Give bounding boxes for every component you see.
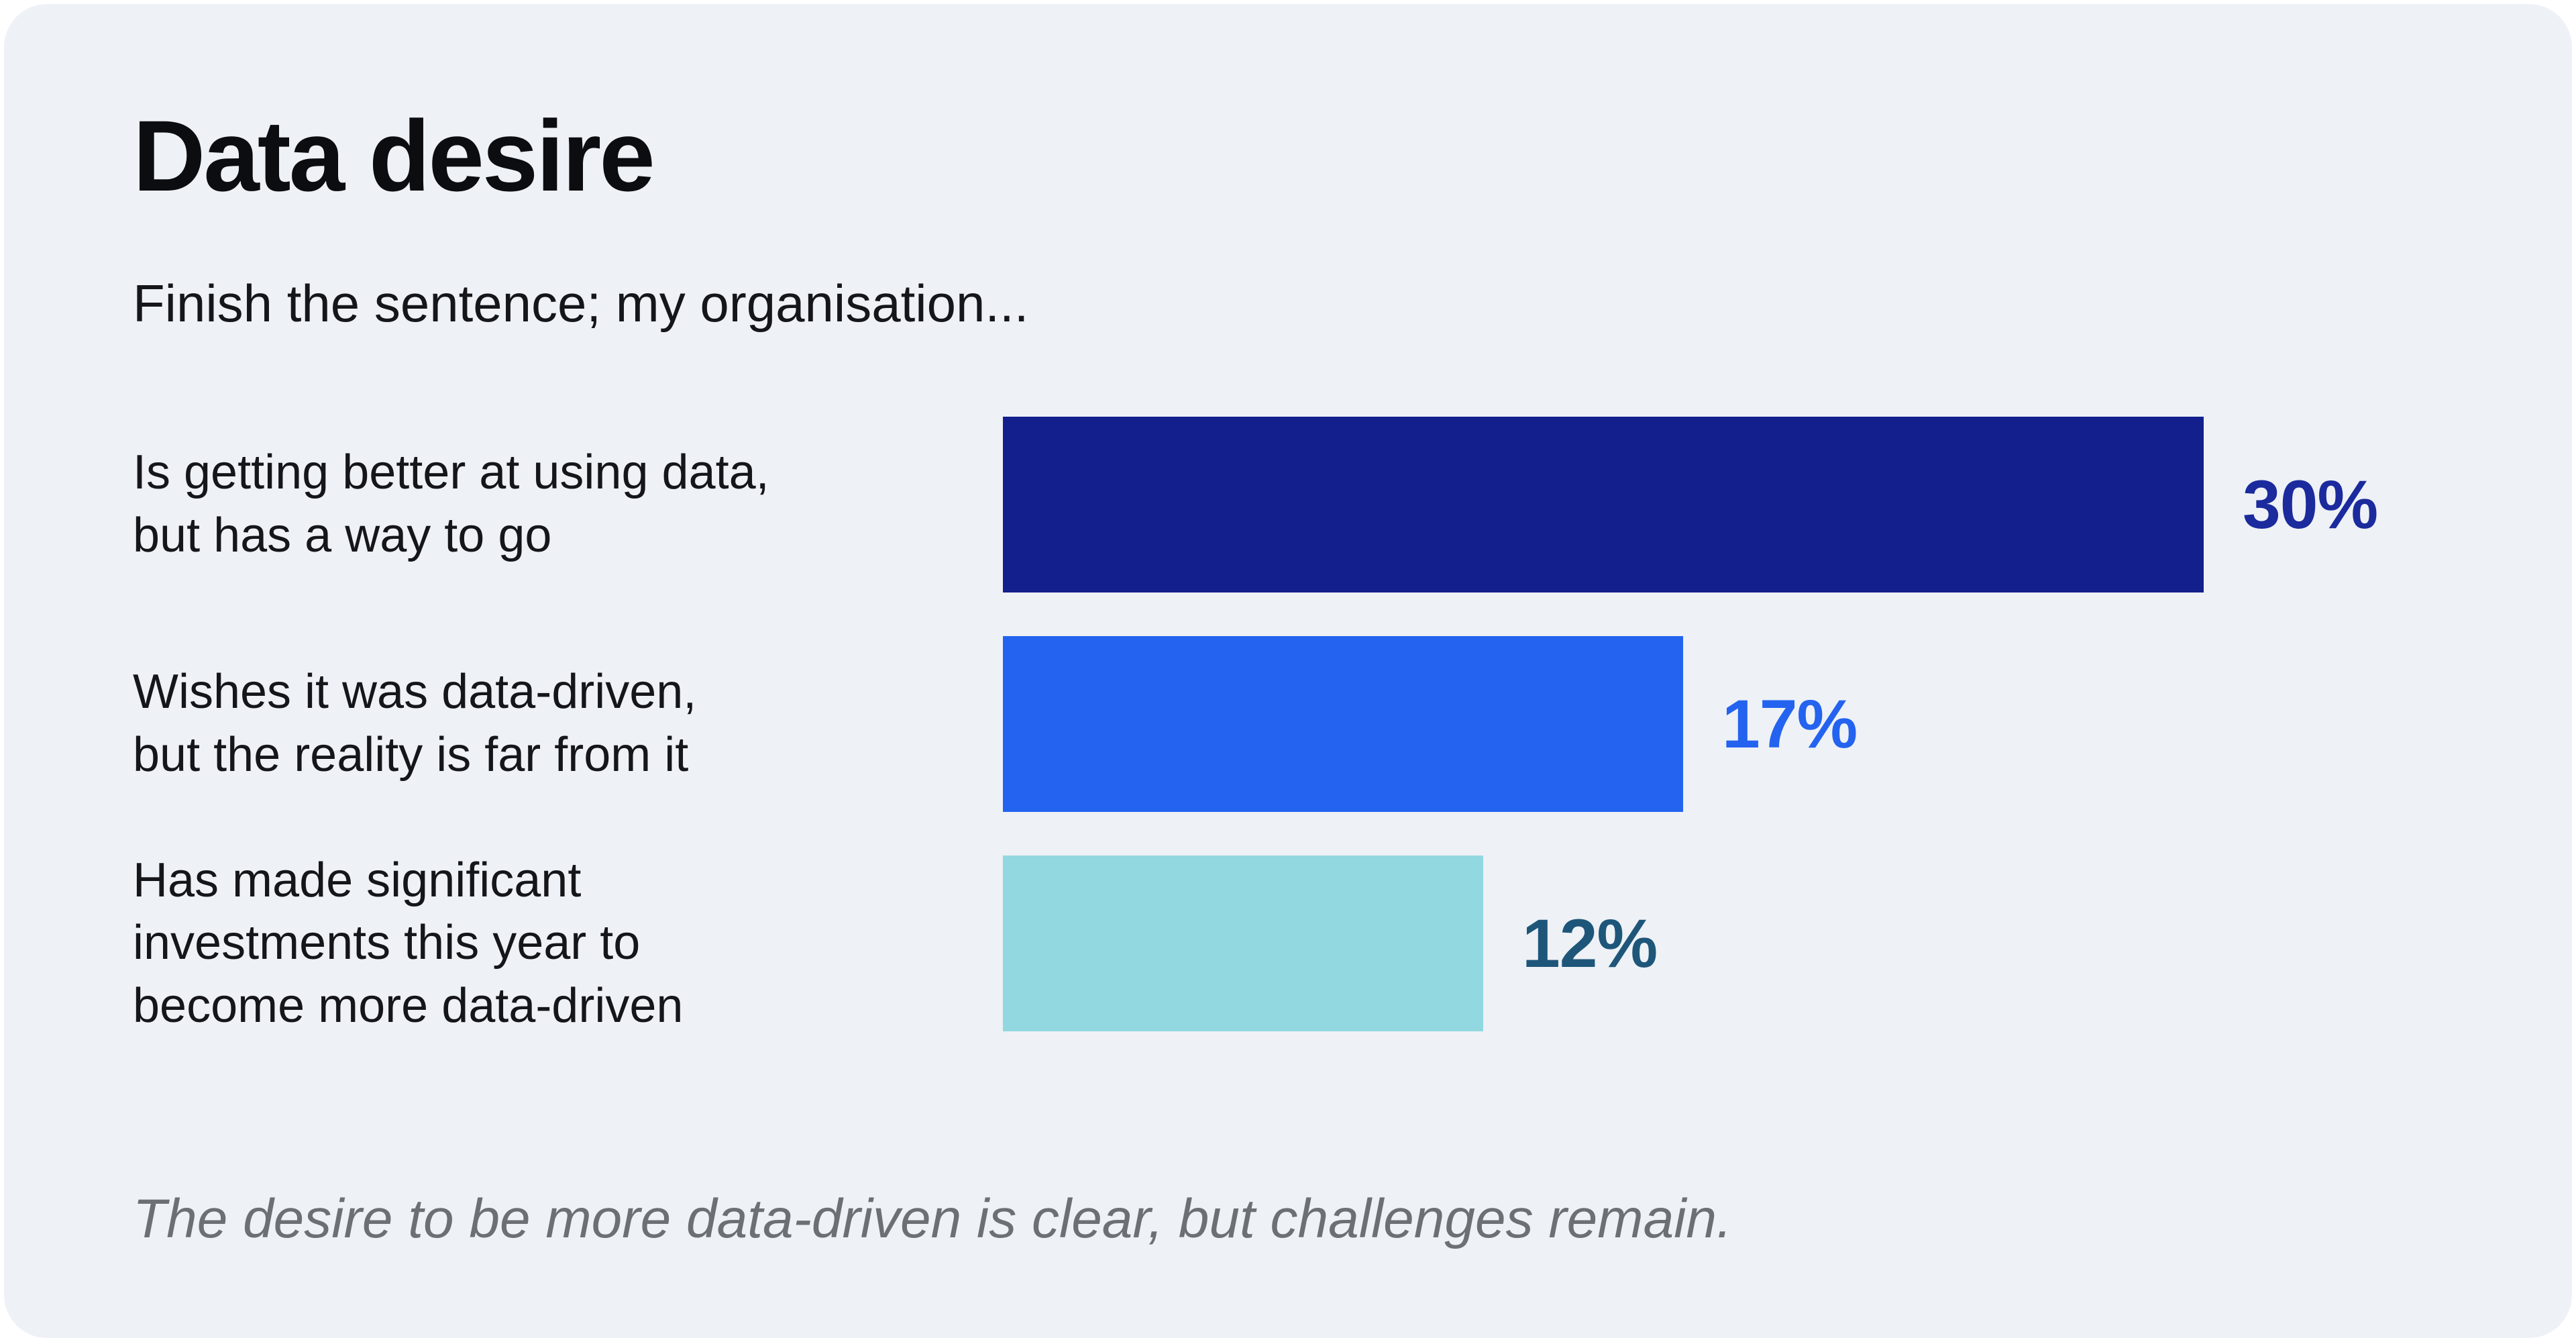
- bar-row: Wishes it was data-driven, but the reali…: [133, 636, 2454, 812]
- bar-label: Has made significant investments this ye…: [133, 853, 684, 1033]
- bar-label: Is getting better at using data, but has…: [133, 446, 769, 562]
- bar-zone: 30%: [1003, 417, 2454, 592]
- bar-value-label: 17%: [1722, 685, 1858, 762]
- bar-label: Wishes it was data-driven, but the reali…: [133, 665, 697, 782]
- bar-value-label: 30%: [2243, 466, 2378, 543]
- bar-segment: [1003, 636, 1683, 812]
- chart-subtitle: Finish the sentence; my organisation...: [133, 274, 1029, 333]
- bar-zone: 12%: [1003, 856, 2454, 1031]
- bar-segment: [1003, 417, 2204, 592]
- bar-zone: 17%: [1003, 636, 2454, 812]
- bar-segment: [1003, 856, 1483, 1031]
- chart-card: Data desire Finish the sentence; my orga…: [4, 4, 2572, 1338]
- bar-row: Has made significant investments this ye…: [133, 854, 2454, 1033]
- bar-chart: Is getting better at using data, but has…: [133, 417, 2454, 1075]
- bar-value-label: 12%: [1522, 905, 1658, 982]
- page-title: Data desire: [133, 99, 655, 212]
- footer-note: The desire to be more data-driven is cle…: [133, 1188, 1732, 1249]
- bar-row: Is getting better at using data, but has…: [133, 417, 2454, 592]
